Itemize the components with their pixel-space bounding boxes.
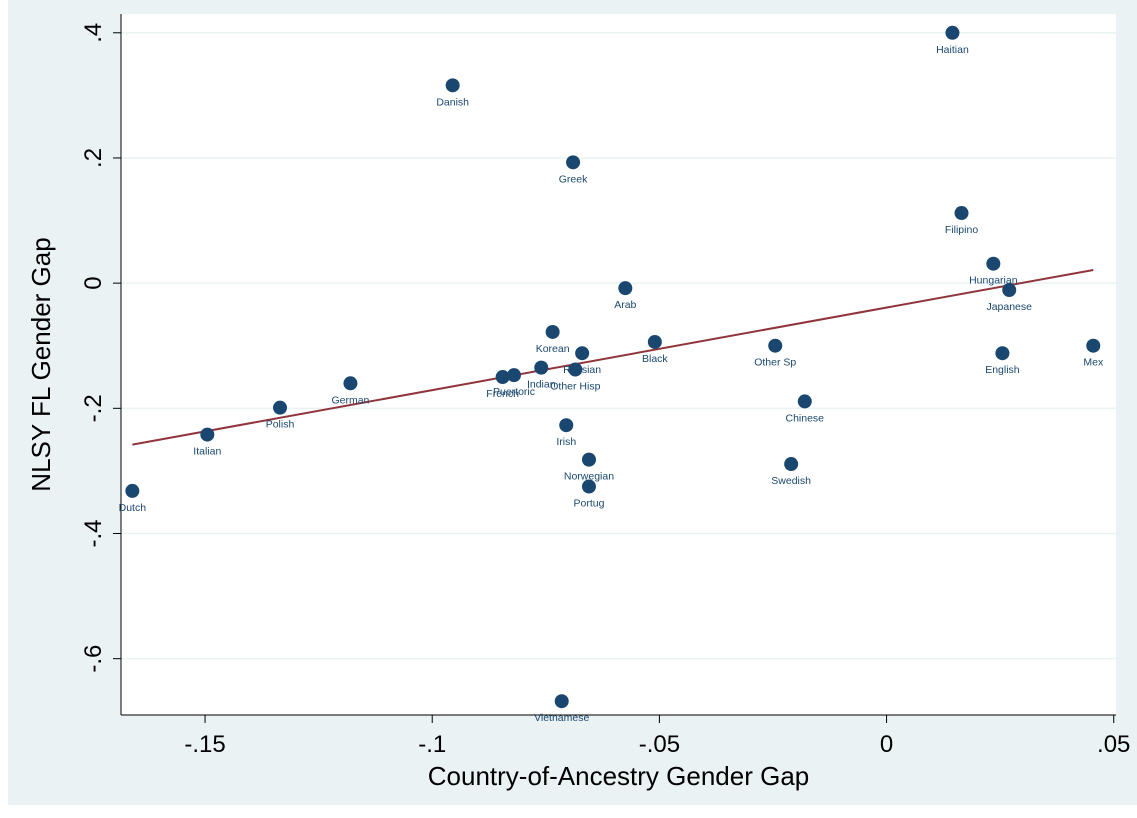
- data-point: [534, 360, 549, 375]
- data-point: [581, 479, 596, 494]
- data-point-label: Norwegian: [564, 471, 614, 483]
- data-point-label: Russian: [563, 364, 601, 376]
- data-point-label: Portug: [573, 498, 604, 510]
- data-point-label: Black: [642, 353, 668, 365]
- data-point-label: Japanese: [986, 301, 1032, 313]
- data-point-label: Korean: [536, 343, 570, 355]
- data-point-label: Irish: [556, 436, 576, 448]
- data-point: [545, 324, 560, 339]
- data-point: [954, 206, 969, 221]
- data-point: [554, 694, 569, 709]
- data-point-label: Other Sp: [754, 357, 796, 369]
- x-axis-title: Country-of-Ancestry Gender Gap: [428, 761, 810, 791]
- y-tick-label: .4: [80, 23, 107, 43]
- data-point-label: Danish: [436, 96, 469, 108]
- data-point: [566, 155, 581, 170]
- data-point: [768, 338, 783, 353]
- data-point: [273, 400, 288, 415]
- y-tick-label: -.4: [80, 519, 107, 547]
- data-point-label: Other Hisp: [550, 381, 600, 393]
- data-point: [945, 25, 960, 40]
- x-tick-label: -.15: [184, 731, 225, 758]
- axes: [113, 14, 1116, 723]
- data-point: [200, 427, 215, 442]
- tick-labels: .4 .2 0 -.2 -.4 -.6 -.15 -.1 -.05 0 .05: [80, 23, 1130, 758]
- data-point: [559, 418, 574, 433]
- data-point: [125, 483, 140, 498]
- plot-area: [121, 14, 1116, 715]
- data-point-label: Greek: [559, 173, 588, 185]
- data-point: [581, 452, 596, 467]
- data-points: Dutch Italian Polish German Danish FrenchPuer…: [119, 25, 1104, 724]
- data-point: [995, 346, 1010, 361]
- data-point: [1086, 338, 1101, 353]
- data-point: [445, 78, 460, 93]
- y-tick-label: -.6: [80, 645, 107, 673]
- data-point-label: Chinese: [786, 412, 825, 424]
- data-point: [797, 394, 812, 409]
- data-point: [647, 334, 662, 349]
- data-point: [507, 368, 522, 383]
- x-tick-label: -.1: [418, 731, 446, 758]
- data-point: [568, 362, 583, 377]
- data-point: [575, 346, 590, 361]
- data-point: [784, 457, 799, 472]
- y-tick-label: 0: [80, 276, 107, 289]
- fit-line: [132, 269, 1094, 446]
- data-point-label: Hungarian: [969, 275, 1018, 287]
- data-point-label: English: [985, 364, 1020, 376]
- x-tick-label: -.05: [639, 731, 680, 758]
- data-point-label: Indian: [527, 379, 556, 391]
- data-point-label: Puertoric: [493, 386, 535, 398]
- x-tick-label: .05: [1097, 731, 1130, 758]
- data-point: [1002, 283, 1017, 298]
- data-point: [495, 370, 510, 385]
- x-tick-label: 0: [880, 731, 893, 758]
- data-point: [986, 256, 1001, 271]
- data-point-label: German: [331, 394, 369, 406]
- data-point-label: Polish: [266, 419, 295, 431]
- data-point-label: French: [486, 388, 519, 400]
- data-point-label: Haitian: [936, 44, 969, 56]
- y-tick-label: -.2: [80, 394, 107, 422]
- data-point-label: Vietnamese: [534, 712, 589, 724]
- data-point-label: Dutch: [119, 502, 147, 514]
- data-point-label: Filipino: [945, 224, 978, 236]
- y-axis-title: NLSY FL Gender Gap: [26, 237, 56, 491]
- data-point: [343, 376, 358, 391]
- y-tick-label: .2: [80, 148, 107, 168]
- data-point-label: Italian: [193, 446, 221, 458]
- data-point-label: Arab: [614, 299, 636, 311]
- data-point-label: Swedish: [771, 475, 811, 487]
- data-point: [618, 281, 633, 296]
- fit-line-group: [132, 269, 1094, 446]
- data-point-label: Mex: [1083, 357, 1104, 369]
